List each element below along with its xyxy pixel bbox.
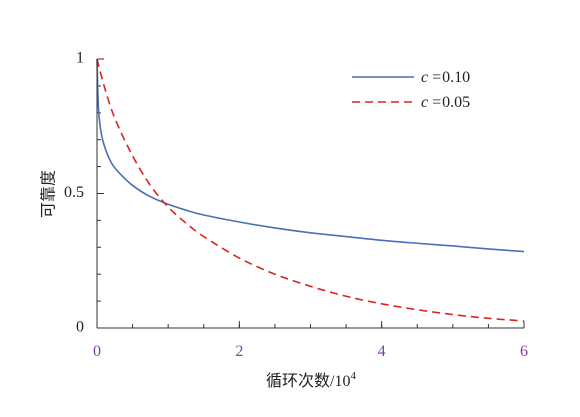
y-axis-title: 可靠度 xyxy=(40,170,58,218)
legend-variable: c xyxy=(421,69,428,86)
legend-value: 0.10 xyxy=(442,69,470,86)
series-layer xyxy=(96,58,525,322)
x-axis-title: 循环次数/104 xyxy=(266,370,356,390)
legend-value: 0.05 xyxy=(442,94,470,111)
x-tick-label: 6 xyxy=(520,343,528,360)
x-axis-title-exponent: 4 xyxy=(350,370,356,382)
y-tick-label: 0.5 xyxy=(64,184,84,201)
legend-equals: = xyxy=(432,69,441,86)
legend-equals: = xyxy=(432,94,441,111)
x-tick-label: 4 xyxy=(378,343,386,360)
legend-label: c =0.05 xyxy=(421,94,470,111)
axis-labels: 可靠度 循环次数/104 xyxy=(40,170,357,390)
legend: c =0.10c =0.05 xyxy=(352,69,470,111)
minor-ticks xyxy=(97,85,489,328)
x-tick-label: 0 xyxy=(93,343,101,360)
tick-labels: 0 2 4 6 0 0.5 1 xyxy=(64,50,528,360)
legend-label: c =0.10 xyxy=(421,69,470,86)
x-tick-label: 2 xyxy=(235,343,243,360)
x-axis-title-main: 循环次数/10 xyxy=(266,372,350,390)
series-line-c-0-10 xyxy=(96,58,525,253)
legend-variable: c xyxy=(421,94,428,111)
y-tick-label: 1 xyxy=(76,50,84,67)
y-tick-label: 0 xyxy=(76,319,84,336)
axes-layer xyxy=(96,59,524,329)
series-line-c-0-05 xyxy=(96,58,525,322)
